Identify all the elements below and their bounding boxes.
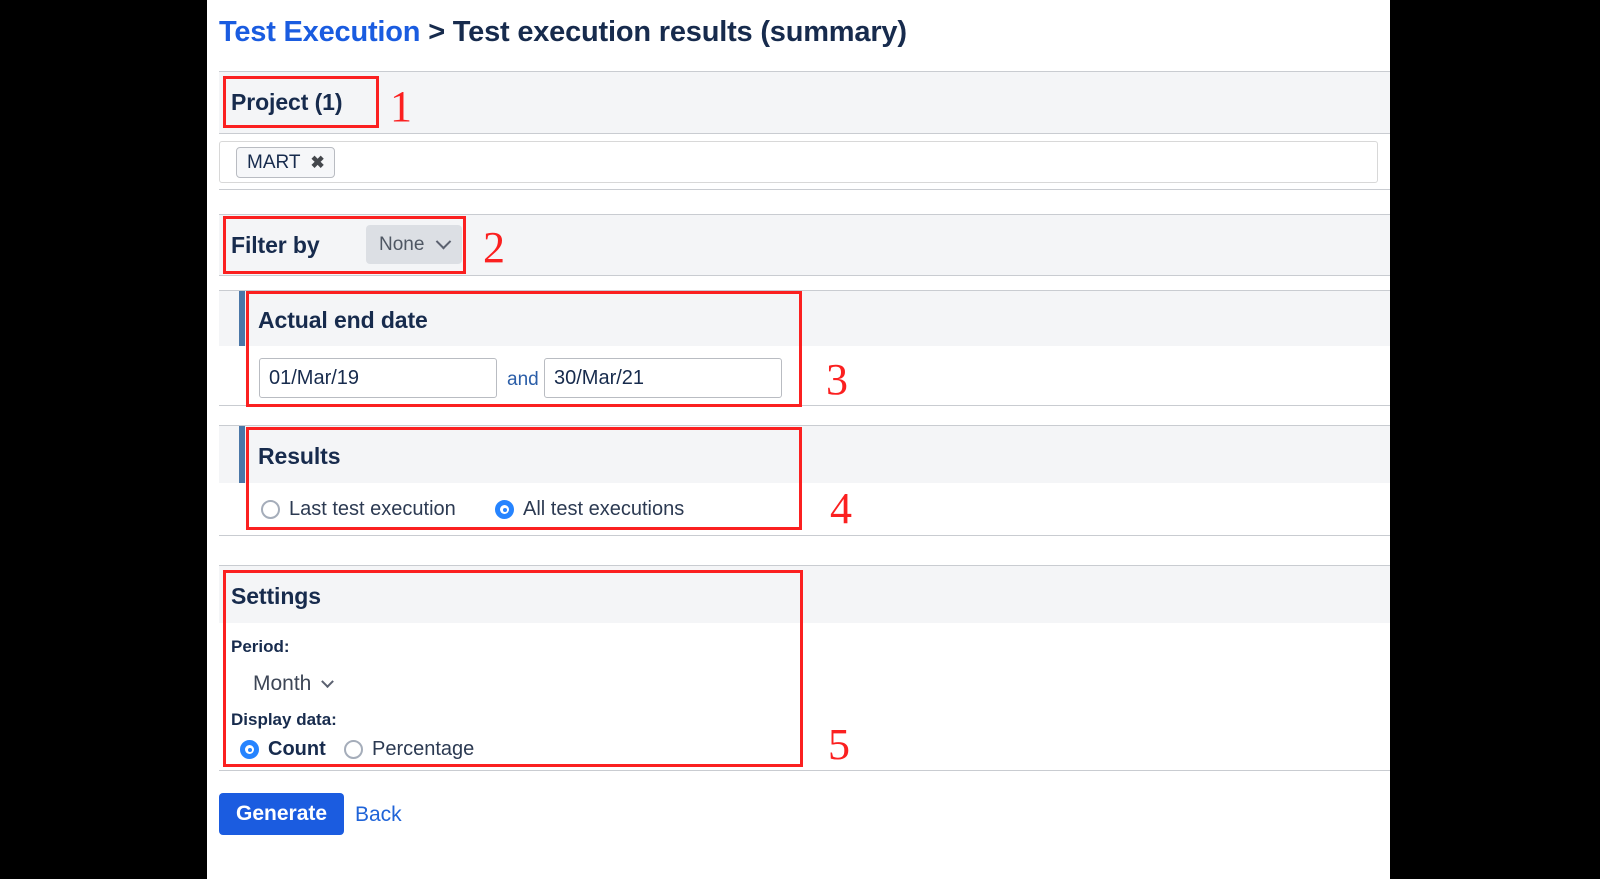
period-select-value: Month xyxy=(253,672,312,695)
radio-icon-checked[interactable] xyxy=(495,500,514,519)
date-range-conjunction: and xyxy=(507,369,539,390)
filter-by-select[interactable]: None xyxy=(366,225,463,264)
radio-label: Last test execution xyxy=(289,498,456,520)
actual-end-date-label: Actual end date xyxy=(258,307,428,333)
radio-last-test-execution[interactable]: Last test execution xyxy=(261,498,456,521)
radio-label: Percentage xyxy=(372,738,475,760)
radio-icon-checked[interactable] xyxy=(240,740,259,759)
results-label: Results xyxy=(258,443,341,469)
filter-by-label: Filter by xyxy=(231,232,320,258)
radio-all-test-executions[interactable]: All test executions xyxy=(495,498,684,521)
app-panel: Test Execution > Test execution results … xyxy=(207,0,1390,879)
display-data-label: Display data: xyxy=(231,710,337,729)
settings-body-row xyxy=(219,623,1390,771)
results-header-row xyxy=(219,425,1390,483)
project-multiselect-field[interactable] xyxy=(219,141,1378,183)
radio-display-count[interactable]: Count xyxy=(240,738,326,761)
breadcrumb-link-test-execution[interactable]: Test Execution xyxy=(219,16,421,48)
project-section-label: Project (1) xyxy=(231,89,343,115)
filter-by-select-value: None xyxy=(379,233,425,255)
actual-end-date-from-input[interactable] xyxy=(259,358,497,398)
settings-header-row xyxy=(219,565,1390,623)
radio-display-percentage[interactable]: Percentage xyxy=(344,738,474,761)
back-link[interactable]: Back xyxy=(355,803,402,826)
results-accent-bar xyxy=(239,426,245,536)
project-header-row xyxy=(219,71,1390,134)
chevron-down-icon xyxy=(436,233,452,250)
actual-end-date-to-input[interactable] xyxy=(544,358,782,398)
project-tag-label: MART xyxy=(247,151,301,173)
radio-icon-unchecked[interactable] xyxy=(261,500,280,519)
radio-label: Count xyxy=(268,738,326,760)
close-icon[interactable]: ✖ xyxy=(310,153,325,172)
period-select[interactable]: Month xyxy=(247,671,338,697)
generate-button[interactable]: Generate xyxy=(219,793,345,835)
period-label: Period: xyxy=(231,637,290,656)
radio-icon-unchecked[interactable] xyxy=(344,740,363,759)
actual-end-date-header-row xyxy=(219,290,1390,346)
radio-label: All test executions xyxy=(523,498,685,520)
footer-row xyxy=(219,771,1390,879)
breadcrumb-separator: > xyxy=(428,16,445,48)
project-tag-mart[interactable]: MART ✖ xyxy=(236,147,335,178)
breadcrumb: Test Execution > Test execution results … xyxy=(219,16,907,49)
page-title: Test execution results (summary) xyxy=(452,16,907,48)
chevron-down-icon xyxy=(321,674,335,688)
settings-label: Settings xyxy=(231,583,321,609)
